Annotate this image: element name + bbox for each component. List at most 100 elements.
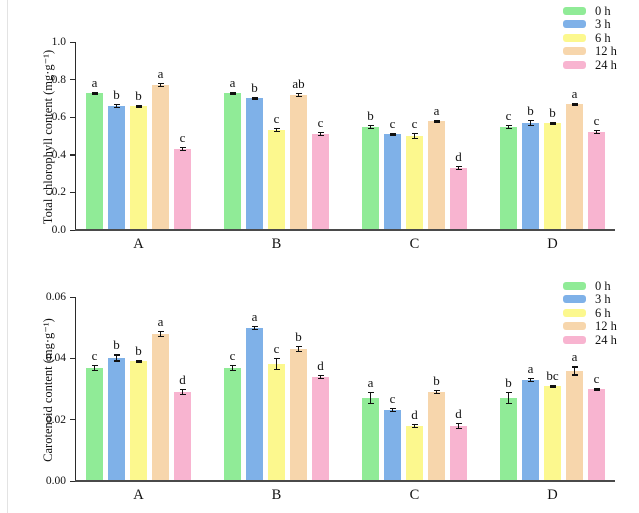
y-tick <box>70 357 76 360</box>
y-tick <box>70 229 76 231</box>
error-bar-cap <box>295 350 302 353</box>
error-bar-cap <box>367 127 374 129</box>
y-axis-spine <box>75 42 77 231</box>
error-bar-line <box>275 127 278 133</box>
category-label-C: C <box>409 236 420 252</box>
error-bar-cap <box>157 85 164 88</box>
bar-24h-D: c <box>588 114 605 230</box>
error-bar-cap <box>295 345 302 348</box>
legend-swatch-0h <box>563 6 586 15</box>
legend-label: 3 h <box>595 17 611 31</box>
y-tick <box>70 191 76 194</box>
significance-letter: c <box>229 347 236 363</box>
error-bar-line <box>115 104 118 108</box>
error-bar-cap <box>179 388 186 391</box>
error-bar-cap <box>571 366 578 368</box>
significance-letter: d <box>455 405 462 421</box>
x-axis-spine <box>75 480 615 482</box>
error-bar-cap <box>505 391 512 394</box>
error-bar <box>455 165 463 171</box>
bar-6h-A: b <box>130 89 147 230</box>
legend-row: 0 h <box>563 279 617 292</box>
error-bar-line <box>551 121 554 125</box>
legend-row: 6 h <box>563 30 617 45</box>
error-bar <box>229 91 237 95</box>
error-bar-cap <box>411 423 418 425</box>
error-bar-line <box>435 119 438 123</box>
significance-letter: a <box>251 308 258 324</box>
significance-letter: b <box>433 373 440 389</box>
error-bar-line <box>253 325 256 331</box>
category-label-B: B <box>271 236 282 252</box>
error-bar <box>113 104 121 108</box>
y-axis-label: Total chlorophyll content (mg·g⁻¹) <box>41 49 55 225</box>
error-bar-line <box>551 384 554 388</box>
error-bar <box>527 377 535 383</box>
error-bar-cap <box>91 364 98 367</box>
error-bar-cap <box>527 124 534 126</box>
category-label-A: A <box>133 236 144 252</box>
error-bar-line <box>413 133 416 139</box>
error-bar <box>179 147 187 151</box>
significance-letter: b <box>135 342 142 358</box>
bar-24h-A: c <box>174 131 191 230</box>
error-bar-cap <box>273 357 280 360</box>
significance-letter: b <box>505 374 512 390</box>
significance-letter: a <box>571 349 578 365</box>
error-bar-cap <box>411 137 418 139</box>
error-bar-line <box>231 91 234 95</box>
error-bar-line <box>253 96 256 100</box>
bar-0h-D: c <box>500 109 517 230</box>
y-tick-label: 0.2 <box>51 186 66 199</box>
category-label-B: B <box>271 487 282 503</box>
bar-0h-D: b <box>500 376 517 481</box>
error-bar-cap <box>593 132 600 134</box>
y-tick-label: 0.00 <box>45 475 66 487</box>
error-bar-cap <box>433 119 440 121</box>
significance-letter: b <box>113 337 120 353</box>
bar-0h-B: c <box>224 349 241 481</box>
significance-letter: a <box>433 102 440 118</box>
bar-12h-C: b <box>428 374 445 481</box>
error-bar-line <box>137 359 140 363</box>
error-bar-line <box>457 422 460 430</box>
error-bar <box>571 366 579 376</box>
error-bar <box>273 127 281 133</box>
significance-letter: a <box>157 65 164 81</box>
error-bar-line <box>275 357 278 371</box>
error-bar <box>367 125 375 129</box>
error-bar <box>527 120 535 126</box>
error-bar-line <box>297 92 300 98</box>
error-bar-cap <box>317 132 324 134</box>
error-bar-cap <box>179 147 186 149</box>
y-tick <box>70 154 76 156</box>
error-bar <box>505 391 513 405</box>
error-bar <box>317 132 325 136</box>
significance-letter: c <box>593 370 600 386</box>
error-bar-cap <box>229 93 236 95</box>
category-label-C: C <box>409 487 420 503</box>
error-bar-cap <box>527 120 534 122</box>
error-bar-cap <box>389 410 396 412</box>
error-bar-cap <box>229 91 236 93</box>
bar-6h-C: d <box>406 408 423 481</box>
legend-label: 6 h <box>595 30 611 45</box>
legend-label: 12 h <box>595 44 617 58</box>
error-bar-line <box>231 364 234 372</box>
error-bar-cap <box>455 427 462 430</box>
bar-6h-B: c <box>268 342 285 481</box>
legend-label: 12 h <box>595 319 617 333</box>
bar-0h-A: a <box>86 76 103 230</box>
significance-letter: c <box>273 110 280 126</box>
error-bar-cap <box>135 106 142 108</box>
bar-3h-A: b <box>108 338 125 481</box>
error-bar-cap <box>157 82 164 85</box>
error-bar-cap <box>367 125 374 127</box>
error-bar-cap <box>527 381 534 383</box>
error-bar-cap <box>317 378 324 380</box>
significance-letter: b <box>251 79 258 95</box>
error-bar-cap <box>251 329 258 331</box>
bar-3h-D: b <box>522 104 539 230</box>
error-bar-cap <box>91 93 98 95</box>
error-bar <box>229 364 237 372</box>
